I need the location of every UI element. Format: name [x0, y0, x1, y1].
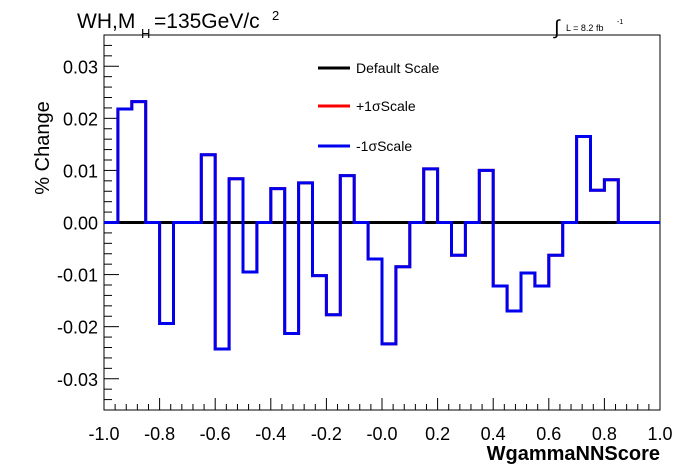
y-tick-label: 0.03	[63, 57, 98, 77]
x-tick-label: 0.6	[536, 424, 561, 444]
x-tick-label: -1.0	[88, 424, 119, 444]
y-tick-label: 0.01	[63, 161, 98, 181]
x-tick-label: 1.0	[647, 424, 672, 444]
y-tick-label: 0.02	[63, 109, 98, 129]
legend-label: Default Scale	[356, 60, 439, 76]
y-tick-label: -0.03	[57, 370, 98, 390]
title-main: WH,M	[77, 10, 135, 33]
y-axis: -0.03 -0.02 -0.01 0.00 0.01 0.02 0.03	[57, 34, 119, 411]
chart-title: WH,M H =135GeV/c 2	[77, 8, 279, 41]
y-tick-label: -0.01	[57, 266, 98, 286]
y-tick-label: 0.00	[63, 214, 98, 234]
integral-symbol: ∫	[553, 17, 561, 39]
y-axis-label: % Change	[32, 101, 54, 194]
x-axis-label: WgammaNNScore	[487, 443, 660, 465]
title-subscript: H	[141, 26, 150, 41]
series-line-2	[104, 100, 660, 351]
legend: Default Scale +1σScale -1σScale	[318, 60, 439, 154]
x-tick-label: -0.2	[311, 424, 342, 444]
x-tick-label: -0.0	[366, 424, 397, 444]
x-axis: -1.0 -0.8 -0.6 -0.4 -0.2 -0.0 0.2 0.4 0.6 0.8 1.0	[88, 398, 673, 444]
lumi-text: L = 8.2 fb	[566, 23, 603, 33]
x-tick-label: -0.6	[200, 424, 231, 444]
x-tick-label: -0.4	[255, 424, 286, 444]
legend-label: -1σScale	[356, 138, 412, 154]
x-tick-label: 0.8	[592, 424, 617, 444]
legend-label: +1σScale	[356, 98, 416, 114]
x-tick-label: -0.8	[144, 424, 175, 444]
x-tick-label: 0.4	[481, 424, 506, 444]
x-tick-label: 0.2	[425, 424, 450, 444]
title-rest: =135GeV/c	[154, 10, 260, 33]
title-superscript: 2	[272, 8, 279, 23]
luminosity-label: ∫ L = 8.2 fb -1	[553, 17, 623, 39]
y-tick-label: -0.02	[57, 318, 98, 338]
lumi-superscript: -1	[617, 19, 623, 26]
series-layer	[104, 100, 660, 351]
